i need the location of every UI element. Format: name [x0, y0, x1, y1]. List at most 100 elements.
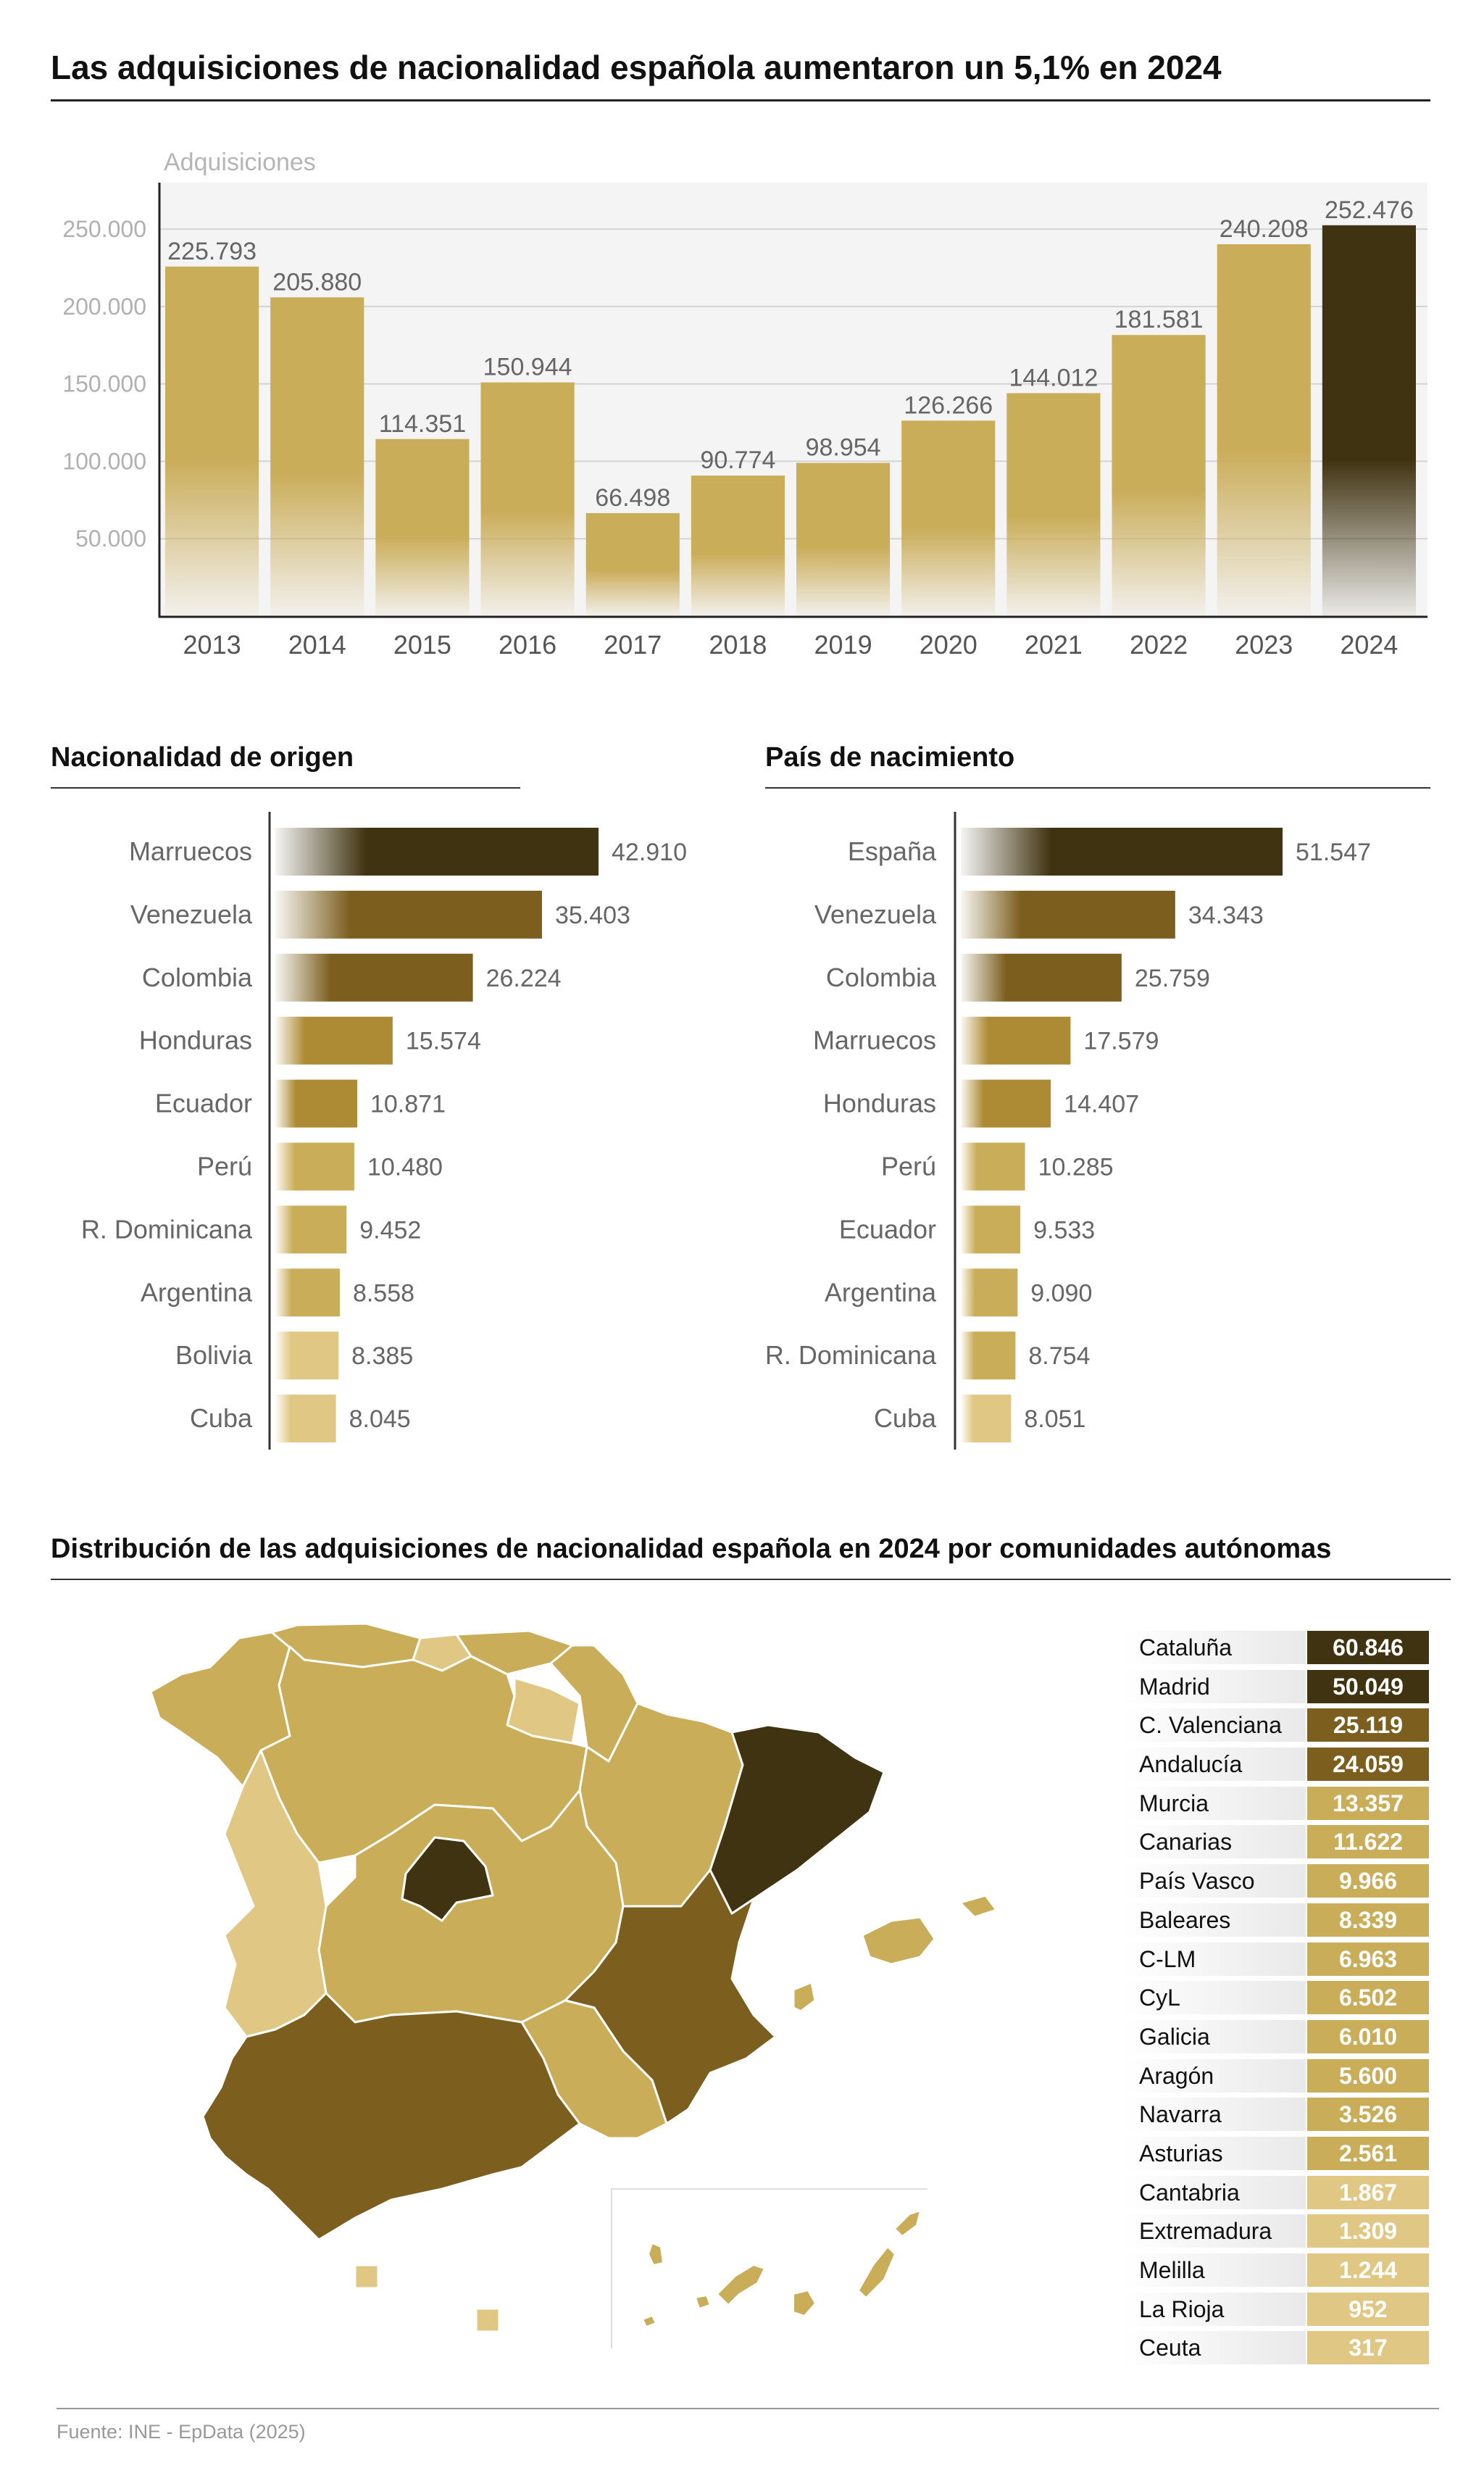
bar [901, 420, 996, 616]
x-tick-label: 2022 [1130, 630, 1188, 660]
hbar-category-label: Venezuela [130, 899, 253, 929]
hbar [961, 1268, 1018, 1317]
ccaa-table: Cataluña 60.846 Madrid 50.049 C. Valenciana 2… [1122, 1628, 1429, 2367]
hbar-category-label: Perú [197, 1152, 252, 1181]
bar [1217, 244, 1311, 616]
hbar [961, 1079, 1051, 1128]
table-row: Murcia 13.357 [1122, 1784, 1429, 1823]
hbar-value-label: 26.224 [486, 965, 562, 992]
plot-background [159, 183, 1427, 616]
hbar [275, 890, 542, 939]
hbar-category-label: España [848, 836, 937, 866]
hbar-value-label: 8.558 [353, 1279, 414, 1307]
bar-value-label: 225.793 [167, 238, 257, 265]
hbar-value-label: 8.754 [1028, 1342, 1090, 1370]
x-tick-label: 2015 [393, 630, 451, 660]
region-menorca [959, 1894, 998, 1919]
table-row: Galicia 6.010 [1122, 2017, 1429, 2056]
hbar-value-label: 14.407 [1064, 1091, 1139, 1118]
hbar [961, 1205, 1021, 1254]
hbar-value-label: 35.403 [555, 902, 630, 929]
region-canarias-lanzarote [893, 2209, 922, 2237]
hbar-category-label: Marruecos [129, 836, 252, 866]
table-region-name: Madrid [1122, 1669, 1306, 1703]
hbar [961, 1142, 1025, 1191]
bar-value-label: 114.351 [379, 410, 466, 438]
x-tick-label: 2016 [499, 630, 556, 660]
pais-title: País de nacimiento [765, 742, 1015, 773]
table-region-value: 3.526 [1307, 2098, 1429, 2132]
hbar-category-label: Marruecos [813, 1026, 936, 1055]
table-row: La Rioja 952 [1122, 2290, 1429, 2329]
hbar-value-label: 15.574 [406, 1028, 481, 1055]
y-tick-label: 200.000 [62, 294, 146, 320]
y-tick-label: 50.000 [75, 525, 146, 552]
table-region-name: CyL [1122, 1981, 1306, 2015]
hbar-category-label: Ecuador [839, 1214, 936, 1244]
table-row: Canarias 11.622 [1122, 1822, 1429, 1861]
bar-value-label: 90.774 [700, 446, 775, 474]
bar [691, 475, 785, 616]
region-ceuta [354, 2264, 380, 2290]
table-region-name: C. Valenciana [1122, 1708, 1306, 1742]
hbar-value-label: 10.871 [370, 1091, 446, 1118]
hbar-value-label: 8.051 [1024, 1405, 1085, 1433]
map-section-rule [51, 1579, 1451, 1580]
source-note: Fuente: INE - EpData (2025) [57, 2421, 306, 2443]
map-section-title: Distribución de las adquisiciones de nac… [51, 1534, 1332, 1564]
hbar-category-label: Cuba [874, 1403, 937, 1433]
y-tick-label: 150.000 [62, 371, 146, 397]
table-row: C-LM 6.963 [1122, 1940, 1429, 1979]
hbar-value-label: 10.480 [367, 1154, 443, 1181]
table-region-value: 1.309 [1307, 2214, 1429, 2248]
table-row: Aragón 5.600 [1122, 2056, 1429, 2095]
hbar-category-label: Honduras [139, 1026, 252, 1055]
region-ibiza [792, 1981, 817, 2013]
bar [375, 439, 470, 616]
table-region-value: 24.059 [1307, 1748, 1429, 1782]
hbar-category-label: Colombia [142, 963, 253, 992]
source-rule [57, 2408, 1439, 2409]
table-region-name: Melilla [1122, 2253, 1306, 2287]
x-tick-label: 2019 [814, 630, 872, 660]
region-cataluna [709, 1724, 885, 1915]
main-title-rule [51, 99, 1430, 101]
canarias-inset-border [611, 2188, 928, 2348]
table-region-value: 9.966 [1307, 1864, 1429, 1898]
region-canarias-grancanaria [793, 2289, 817, 2317]
hbar [275, 1016, 393, 1065]
region-canarias-hierro [641, 2314, 657, 2328]
hbar-category-label: Venezuela [814, 899, 937, 929]
table-row: C. Valenciana 25.119 [1122, 1705, 1429, 1745]
region-canarias-tenerife [716, 2264, 766, 2306]
bar-value-label: 205.880 [272, 268, 362, 296]
bar [796, 462, 891, 616]
hbar [961, 1331, 1016, 1380]
bar-value-label: 181.581 [1114, 306, 1204, 333]
table-row: Navarra 3.526 [1122, 2095, 1429, 2134]
hbar [961, 953, 1122, 1002]
hbar-value-label: 9.090 [1030, 1279, 1092, 1307]
table-region-value: 952 [1307, 2292, 1429, 2326]
table-region-value: 25.119 [1307, 1708, 1429, 1742]
x-tick-label: 2018 [709, 630, 767, 660]
hbar-value-label: 25.759 [1135, 965, 1210, 992]
x-tick-label: 2013 [183, 630, 241, 660]
table-region-value: 2.561 [1307, 2136, 1429, 2170]
region-canarias-lapalma [647, 2242, 664, 2266]
hbar-value-label: 42.910 [612, 839, 687, 866]
table-region-name: Navarra [1122, 2098, 1306, 2132]
bar [1322, 225, 1416, 616]
main-title: Las adquisiciones de nacionalidad españo… [51, 49, 1222, 86]
table-region-name: Murcia [1122, 1786, 1306, 1820]
table-row: Asturias 2.561 [1122, 2134, 1429, 2173]
hbar-category-label: Ecuador [155, 1089, 252, 1118]
hbar [275, 953, 473, 1002]
table-region-value: 6.502 [1307, 1981, 1429, 2015]
hbar [275, 1079, 357, 1128]
y-axis-title: Adquisiciones [164, 149, 316, 176]
hbar-category-label: Argentina [141, 1277, 253, 1307]
table-region-name: C-LM [1122, 1942, 1306, 1976]
x-tick-label: 2014 [288, 630, 346, 660]
table-region-name: Ceuta [1122, 2331, 1306, 2365]
